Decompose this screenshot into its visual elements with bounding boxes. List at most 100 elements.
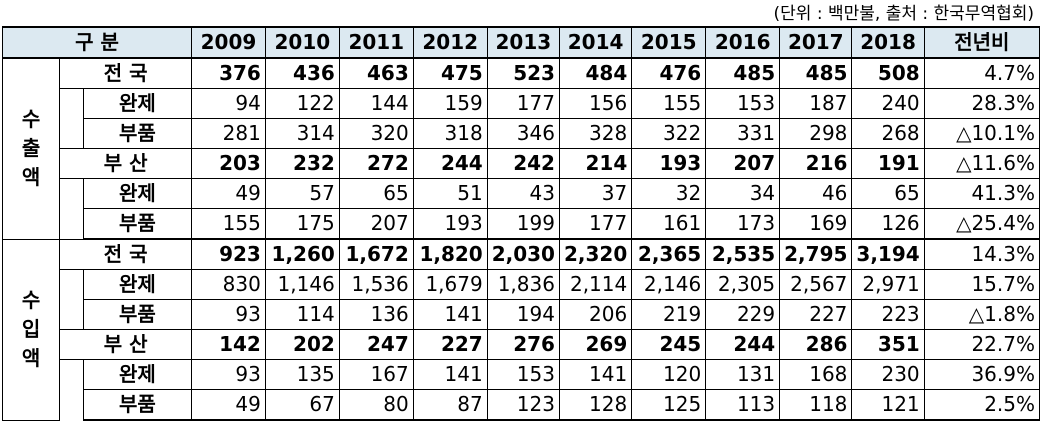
value-cell: 65 [851,178,925,209]
value-cell: 1,672 [338,238,414,270]
header-year: 2016 [705,26,781,59]
value-cell: 159 [412,88,488,119]
indent-cell [59,299,84,330]
value-cell: 923 [191,238,266,270]
value-cell: 245 [631,329,707,360]
value-cell: 141 [558,359,633,390]
value-cell: 153 [705,88,781,119]
group-label-char: 수 [21,288,41,312]
value-cell: 230 [851,359,925,390]
trade-table: 구 분 2009 2010 2011 2012 2013 2014 2015 2… [1,26,1040,421]
value-cell: 156 [558,88,633,119]
value-cell: 2,365 [631,238,707,270]
value-cell: 214 [558,148,633,179]
value-cell: 2,030 [486,238,560,270]
group-label-char: 액 [21,165,41,190]
value-cell: 93 [191,359,266,390]
value-cell: 142 [191,329,266,360]
yoy-cell: △1.8% [923,299,1040,330]
value-cell: 376 [191,57,266,89]
value-cell: 276 [486,329,560,360]
value-cell: 93 [191,299,266,330]
value-cell: 331 [705,118,781,149]
value-cell: 122 [264,88,340,119]
value-cell: 830 [191,269,266,300]
table-row: 부품 155 175 207 193 199 177 161 173 169 126 △25.4% [3,208,1040,240]
indent-cell [59,118,84,149]
region-label: 부 산 [59,329,193,360]
value-cell: 177 [486,88,560,119]
value-cell: 223 [851,299,925,330]
value-cell: 3,194 [851,238,925,270]
value-cell: 2,146 [631,269,707,300]
value-cell: 2,567 [779,269,853,300]
value-cell: 125 [631,389,707,421]
subcategory-label: 완제 [82,178,193,209]
value-cell: 34 [705,178,781,209]
subcategory-label: 부품 [82,208,193,240]
value-cell: 120 [631,359,707,390]
yoy-cell: 41.3% [923,178,1040,209]
value-cell: 46 [779,178,853,209]
value-cell: 161 [631,208,707,240]
value-cell: 207 [705,148,781,179]
value-cell: 476 [631,57,707,89]
value-cell: 436 [264,57,340,89]
value-cell: 244 [705,329,781,360]
header-year: 2017 [779,26,853,59]
header-year: 2009 [191,26,266,59]
value-cell: 67 [264,389,340,421]
value-cell: 2,795 [779,238,853,270]
header-year: 2012 [412,26,488,59]
indent-cell [59,178,84,209]
yoy-cell: 22.7% [923,329,1040,360]
value-cell: 351 [851,329,925,360]
value-cell: 1,536 [338,269,414,300]
yoy-cell: △25.4% [923,208,1040,240]
value-cell: 2,971 [851,269,925,300]
value-cell: 318 [412,118,488,149]
yoy-cell: 4.7% [923,57,1040,89]
subcategory-label: 완제 [82,359,193,390]
value-cell: 286 [779,329,853,360]
value-cell: 173 [705,208,781,240]
value-cell: 229 [705,299,781,330]
value-cell: 272 [338,148,414,179]
value-cell: 135 [264,359,340,390]
group-label-char: 수 [21,107,41,132]
value-cell: 94 [191,88,266,119]
yoy-cell: 15.7% [923,269,1040,300]
value-cell: 463 [338,57,414,89]
value-cell: 87 [412,389,488,421]
value-cell: 37 [558,178,633,209]
value-cell: 1,836 [486,269,560,300]
value-cell: 2,320 [558,238,633,270]
header-year: 2018 [851,26,925,59]
value-cell: 219 [631,299,707,330]
value-cell: 43 [486,178,560,209]
value-cell: 113 [705,389,781,421]
value-cell: 193 [631,148,707,179]
value-cell: 199 [486,208,560,240]
header-yoy: 전년비 [923,26,1040,59]
subcategory-label: 부품 [82,389,193,421]
value-cell: 121 [851,389,925,421]
yoy-cell: △10.1% [923,118,1040,149]
value-cell: 167 [338,359,414,390]
table-row: 부 산 203 232 272 244 242 214 193 207 216 191 △11.6% [3,148,1040,179]
value-cell: 49 [191,178,266,209]
header-row: 구 분 2009 2010 2011 2012 2013 2014 2015 2… [1,26,1040,59]
value-cell: 1,679 [412,269,488,300]
region-label: 부 산 [59,148,193,179]
value-cell: 244 [412,148,488,179]
value-cell: 141 [412,299,488,330]
table-row: 부 산 142 202 247 227 276 269 245 244 286 351 22.7% [3,329,1040,360]
value-cell: 227 [779,299,853,330]
yoy-cell: 14.3% [923,238,1040,270]
value-cell: 144 [338,88,414,119]
indent-cell [59,269,84,300]
value-cell: 328 [558,118,633,149]
value-cell: 1,820 [412,238,488,270]
